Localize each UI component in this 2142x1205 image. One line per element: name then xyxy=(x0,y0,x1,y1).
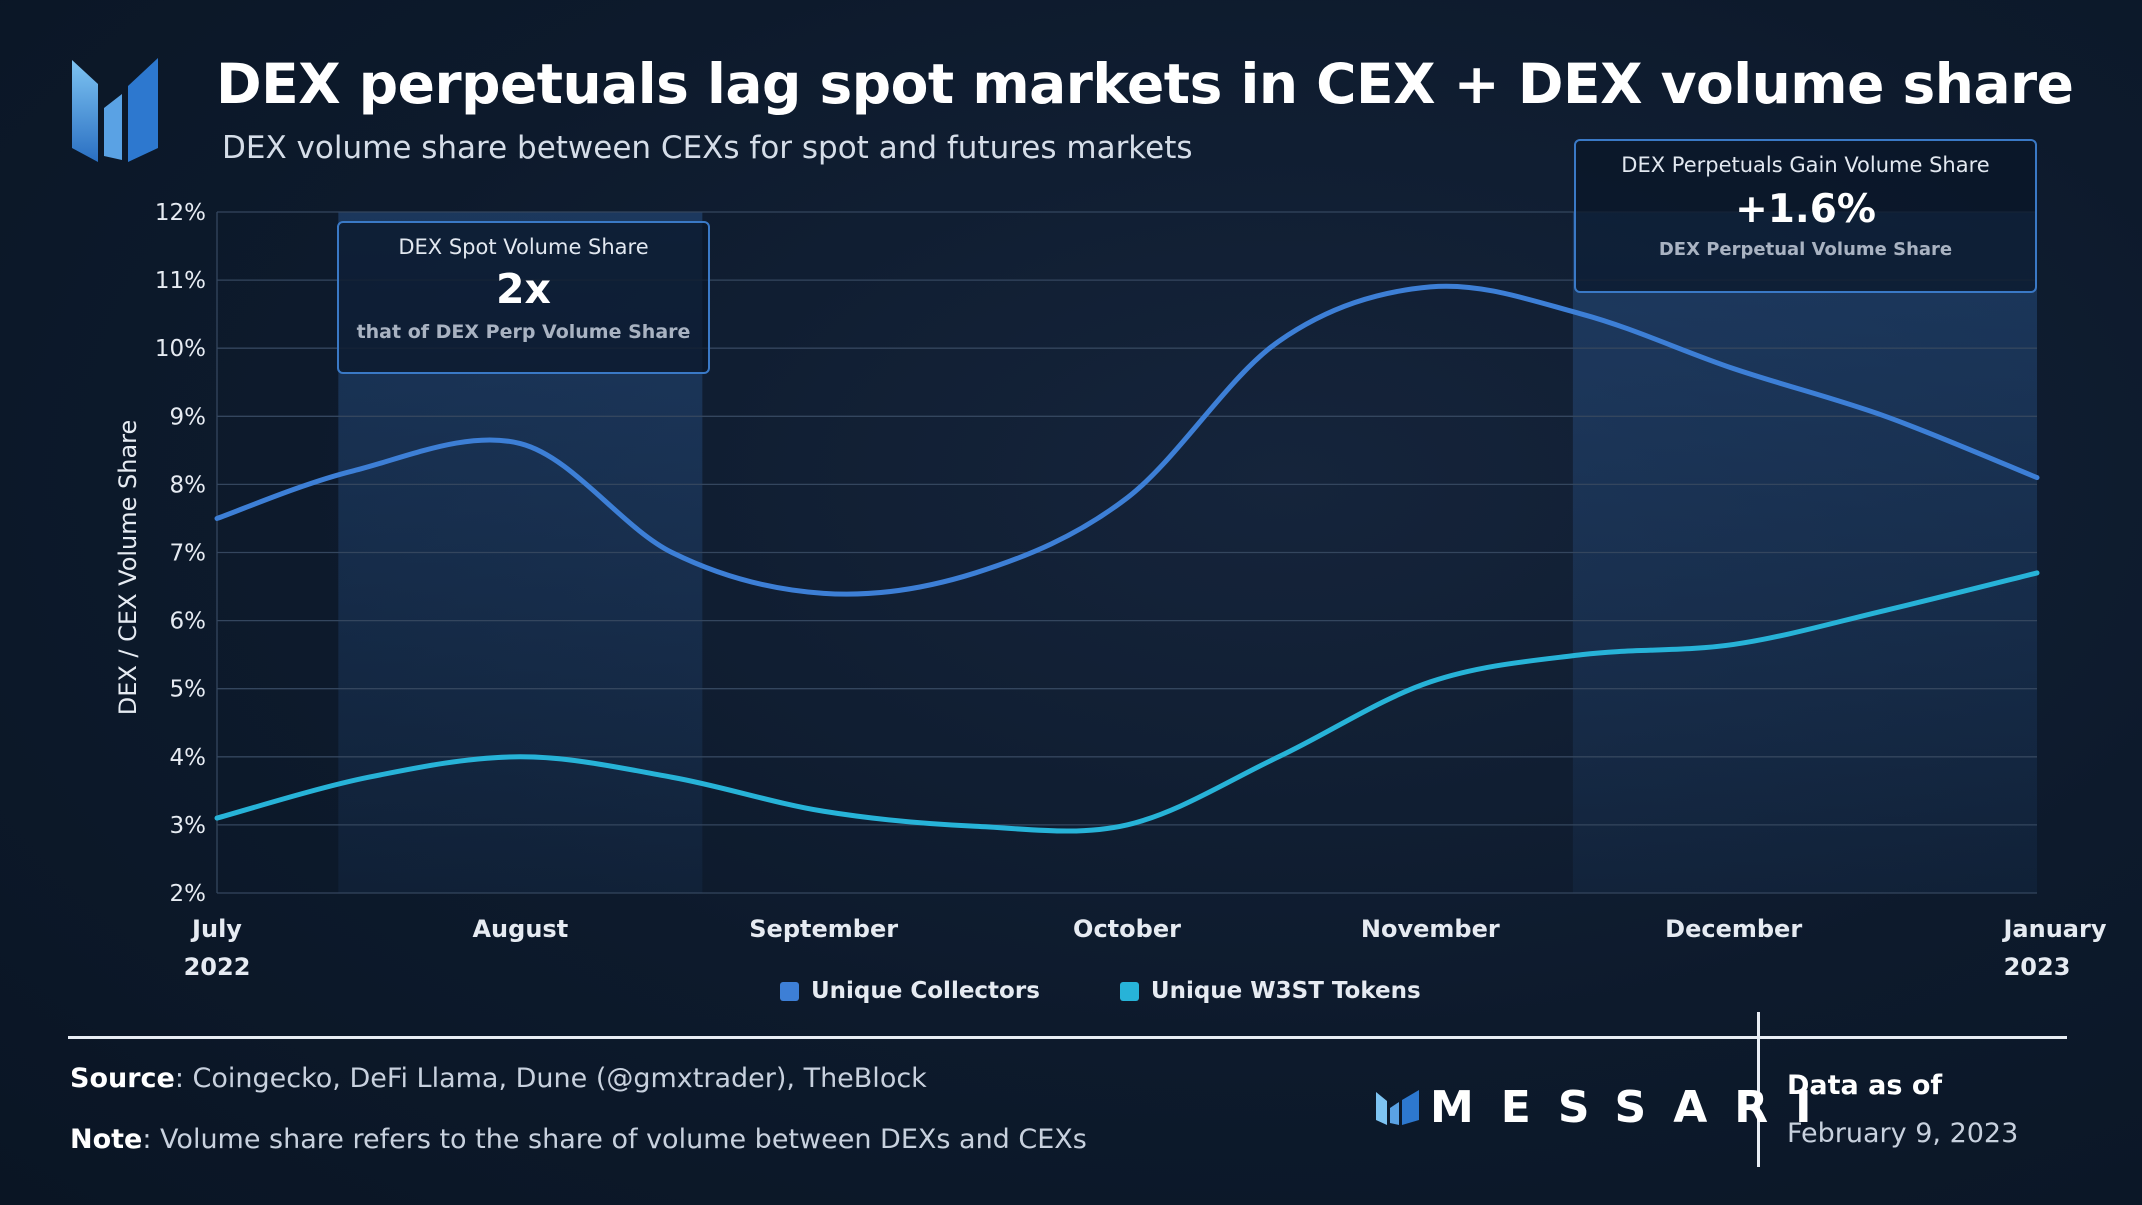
data-as-of-label: Data as of xyxy=(1787,1070,1943,1101)
callout-dex-spot-value: 2x xyxy=(496,265,551,313)
messari-brand-icon xyxy=(1376,1090,1419,1125)
note-text: : Volume share refers to the share of vo… xyxy=(142,1124,1087,1155)
chart-title: DEX perpetuals lag spot markets in CEX +… xyxy=(216,52,2074,116)
x-tick-label-1: August xyxy=(472,915,568,943)
legend-label-collectors: Unique Collectors xyxy=(811,978,1040,1004)
x-tick-label-3: October xyxy=(1073,915,1181,943)
footer-divider-horizontal xyxy=(68,1036,2067,1039)
series-line-1 xyxy=(214,570,2040,834)
legend-item-w3st: Unique W3ST Tokens xyxy=(1119,978,1421,1004)
y-axis-title: DEX / CEX Volume Share xyxy=(114,420,142,716)
callout-dex-perp-heading: DEX Perpetuals Gain Volume Share xyxy=(1621,153,1990,177)
legend-label-w3st: Unique W3ST Tokens xyxy=(1150,978,1421,1004)
chart-legend: Unique Collectors Unique W3ST Tokens xyxy=(780,978,1501,1004)
y-tick-label-5: 7% xyxy=(170,541,207,567)
messari-wordmark: MESSARI xyxy=(1430,1082,1839,1133)
x-tick-label-2: September xyxy=(749,915,898,943)
callout-dex-spot-heading: DEX Spot Volume Share xyxy=(398,235,649,259)
chart-subtitle: DEX volume share between CEXs for spot a… xyxy=(222,130,1193,166)
legend-swatch-collectors xyxy=(780,981,799,1001)
x-tick-sublabel-0: 2022 xyxy=(184,953,251,981)
source-note: Source: Coingecko, DeFi Llama, Dune (@gm… xyxy=(70,1063,927,1094)
source-label: Source xyxy=(70,1063,175,1094)
x-tick-label-6: January xyxy=(2002,915,2107,943)
y-tick-label-1: 3% xyxy=(170,813,207,839)
legend-item-collectors: Unique Collectors xyxy=(780,978,1040,1004)
y-tick-label-0: 2% xyxy=(170,881,207,907)
x-tick-label-5: December xyxy=(1665,915,1802,943)
source-text: : Coingecko, DeFi Llama, Dune (@gmxtrade… xyxy=(174,1063,927,1094)
x-tick-label-4: November xyxy=(1361,915,1500,943)
callout-dex-perp: DEX Perpetuals Gain Volume Share +1.6% D… xyxy=(1574,139,2037,293)
x-tick-sublabel-6: 2023 xyxy=(2004,953,2071,981)
y-tick-label-6: 8% xyxy=(170,472,207,498)
y-tick-label-7: 9% xyxy=(170,404,207,430)
legend-swatch-w3st xyxy=(1119,981,1139,1001)
callout-dex-perp-caption: DEX Perpetual Volume Share xyxy=(1658,239,1953,260)
y-tick-label-2: 4% xyxy=(170,745,207,771)
callout-dex-spot-caption: that of DEX Perp Volume Share xyxy=(356,321,691,343)
footer-divider-vertical xyxy=(1757,1012,1760,1167)
y-tick-label-10: 12% xyxy=(155,200,206,226)
footnote: Note: Volume share refers to the share o… xyxy=(70,1124,1087,1155)
y-tick-label-3: 5% xyxy=(170,677,207,703)
note-label: Note xyxy=(70,1124,143,1155)
data-as-of-date: February 9, 2023 xyxy=(1787,1118,2019,1149)
y-tick-label-8: 10% xyxy=(155,336,206,362)
callout-dex-perp-value: +1.6% xyxy=(1735,187,1876,232)
y-tick-label-9: 11% xyxy=(155,268,206,294)
messari-logo-icon xyxy=(72,58,158,162)
x-tick-label-0: July xyxy=(190,915,242,943)
y-tick-label-4: 6% xyxy=(170,609,207,635)
callout-dex-spot: DEX Spot Volume Share 2x that of DEX Per… xyxy=(337,221,710,374)
